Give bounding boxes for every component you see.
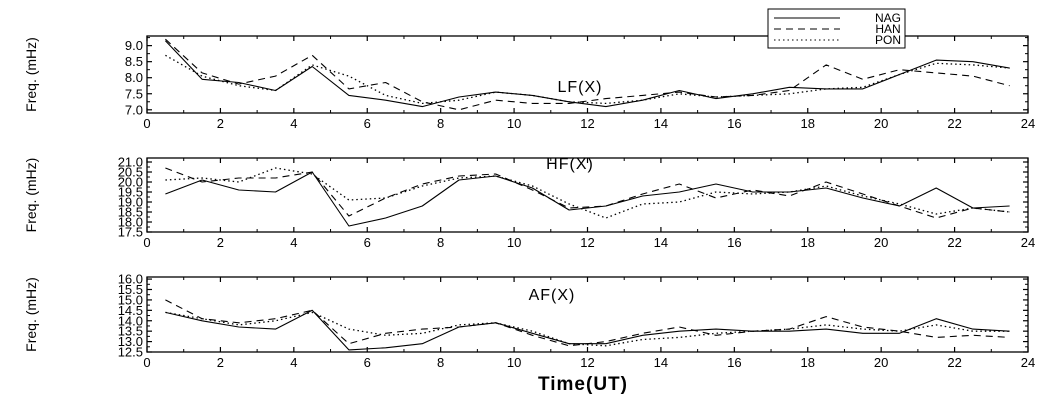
x-tick-label: 6 [364,355,371,370]
x-tick-label: 18 [801,116,815,131]
y-tick-label: 14.5 [118,303,143,318]
series-line-nag [165,171,1010,227]
y-tick-label: 8.0 [125,70,143,85]
x-tick-label: 14 [654,235,668,250]
series-line-han [165,167,1010,219]
y-tick-label: 15.0 [118,292,143,307]
panel-label: HF(X) [546,156,594,173]
x-tick-label: 2 [217,116,224,131]
legend-label: NAG [875,11,901,25]
x-axis-title: Time(UT) [538,374,628,395]
x-tick-label: 14 [654,116,668,131]
x-tick-label: 10 [507,116,521,131]
x-tick-label: 10 [507,235,521,250]
y-tick-label: 9.0 [125,38,143,53]
y-tick-label: 20.5 [118,165,143,180]
x-tick-label: 2 [217,235,224,250]
x-tick-label: 0 [143,355,150,370]
x-tick-label: 18 [801,355,815,370]
x-tick-label: 24 [1021,355,1035,370]
y-axis-title: Freq. (mHz) [23,158,39,233]
x-tick-label: 14 [654,355,668,370]
y-tick-label: 21.0 [118,155,143,170]
series-line-nag [165,40,1010,108]
x-tick-label: 16 [727,116,741,131]
series-line-pon [165,167,1010,219]
x-tick-label: 0 [143,116,150,131]
y-tick-label: 17.5 [118,225,143,240]
x-tick-label: 18 [801,235,815,250]
plot-frame [146,276,1029,353]
y-tick-label: 16.0 [118,272,143,287]
legend-label: HAN [875,22,900,36]
y-tick-label: 14.0 [118,313,143,328]
x-tick-label: 10 [507,355,521,370]
y-tick-label: 19.5 [118,185,143,200]
x-tick-label: 0 [143,235,150,250]
y-tick-label: 7.5 [125,86,143,101]
x-tick-label: 2 [217,355,224,370]
series-line-han [165,38,1010,111]
y-tick-label: 19.0 [118,195,143,210]
x-tick-label: 8 [437,235,444,250]
x-tick-label: 12 [580,116,594,131]
y-tick-label: 20.0 [118,175,143,190]
x-tick-label: 12 [580,355,594,370]
y-axis-title: Freq. (mHz) [23,277,39,352]
y-tick-label: 13.0 [118,334,143,349]
x-tick-label: 4 [290,355,297,370]
y-tick-label: 15.5 [118,282,143,297]
legend-label: PON [875,33,901,47]
x-tick-label: 22 [947,355,961,370]
series-line-han [165,299,1010,347]
x-tick-label: 4 [290,235,297,250]
x-tick-label: 12 [580,235,594,250]
x-tick-label: 16 [727,235,741,250]
x-tick-label: 6 [364,116,371,131]
x-tick-label: 24 [1021,235,1035,250]
x-tick-label: 4 [290,116,297,131]
y-tick-label: 7.0 [125,102,143,117]
x-tick-label: 8 [437,355,444,370]
y-tick-label: 18.5 [118,205,143,220]
series-line-pon [165,311,1010,347]
x-tick-label: 16 [727,355,741,370]
x-tick-label: 20 [874,235,888,250]
x-tick-label: 20 [874,355,888,370]
y-tick-label: 13.5 [118,324,143,339]
x-tick-label: 22 [947,116,961,131]
panel-label: AF(X) [529,287,576,304]
x-tick-label: 8 [437,116,444,131]
x-tick-label: 22 [947,235,961,250]
series-line-pon [165,54,1010,105]
x-tick-label: 6 [364,235,371,250]
x-tick-label: 24 [1021,116,1035,131]
panel-label: LF(X) [558,79,603,96]
y-axis-title: Freq. (mHz) [23,37,39,112]
y-tick-label: 18.0 [118,215,143,230]
y-tick-label: 8.5 [125,54,143,69]
x-tick-label: 20 [874,116,888,131]
y-tick-label: 12.5 [118,345,143,360]
